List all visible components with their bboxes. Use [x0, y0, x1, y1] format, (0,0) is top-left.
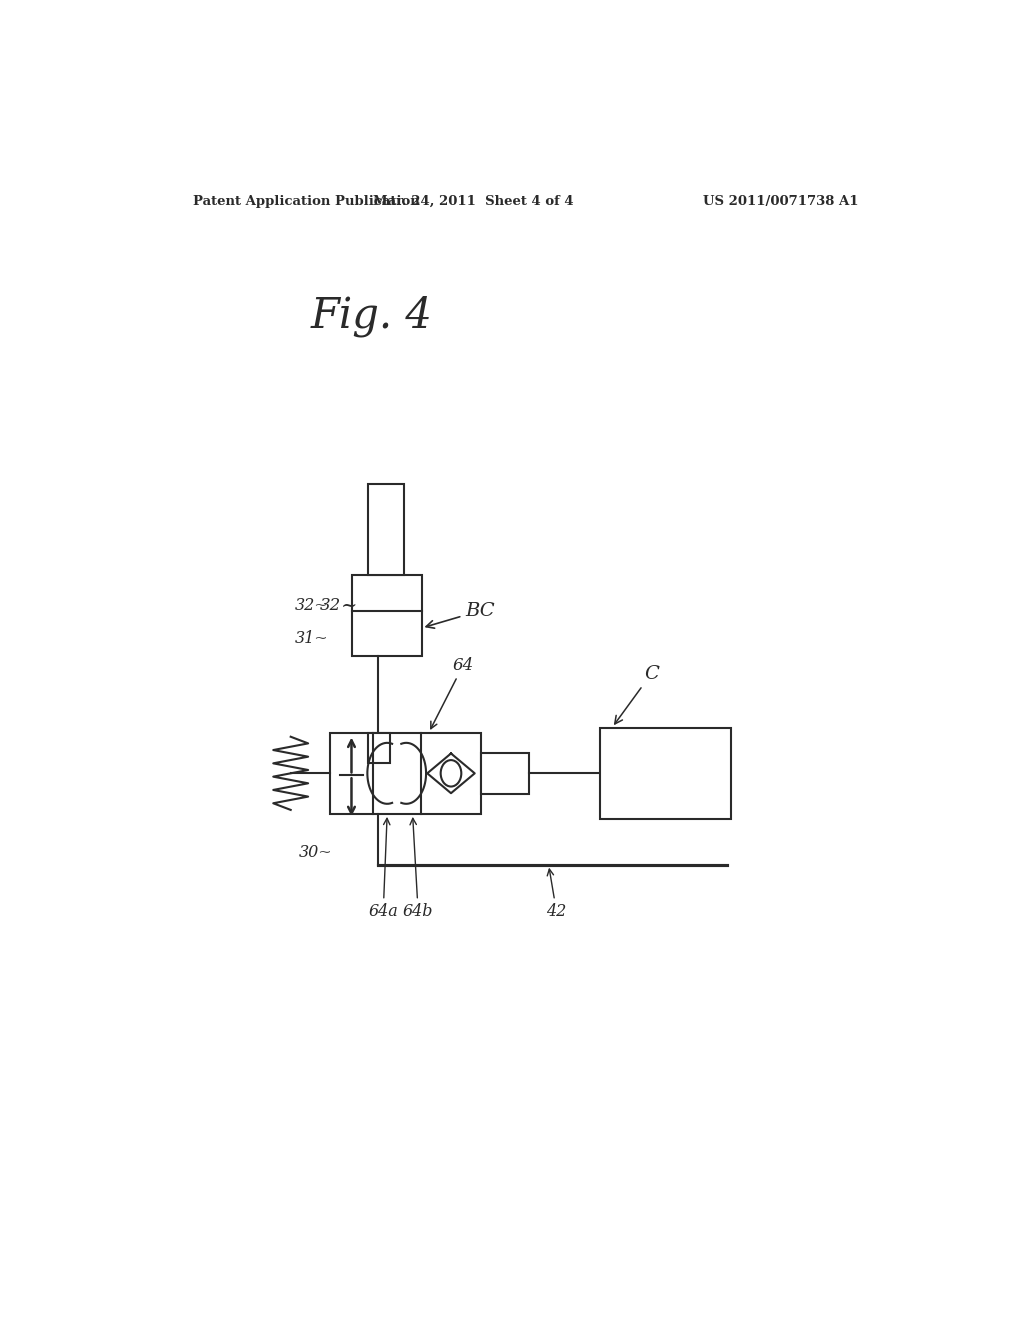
- Text: Mar. 24, 2011  Sheet 4 of 4: Mar. 24, 2011 Sheet 4 of 4: [373, 194, 573, 207]
- Text: 64: 64: [431, 656, 474, 729]
- Text: 64b: 64b: [402, 818, 433, 920]
- Bar: [368, 733, 390, 763]
- Text: US 2011/0071738 A1: US 2011/0071738 A1: [702, 194, 858, 207]
- Bar: [331, 733, 481, 814]
- Bar: [368, 483, 404, 576]
- Text: C: C: [614, 665, 658, 723]
- Text: 32: 32: [319, 597, 341, 614]
- Text: 64a: 64a: [369, 818, 398, 920]
- Text: Patent Application Publication: Patent Application Publication: [194, 194, 420, 207]
- Text: 31~: 31~: [295, 630, 329, 647]
- Bar: [481, 752, 528, 793]
- Bar: [352, 576, 422, 656]
- Text: 32~: 32~: [295, 597, 329, 614]
- Text: BC: BC: [426, 602, 495, 628]
- Text: 42: 42: [547, 869, 566, 920]
- Text: 30~: 30~: [299, 843, 333, 861]
- Text: ~: ~: [341, 597, 357, 615]
- Text: Fig. 4: Fig. 4: [310, 294, 432, 337]
- Bar: [600, 727, 731, 818]
